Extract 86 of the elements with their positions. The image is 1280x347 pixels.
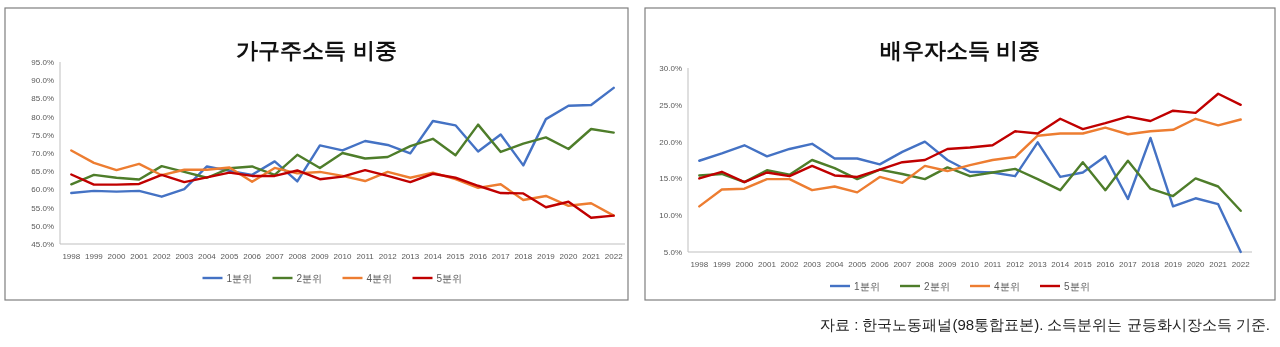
x-tick-label: 2015 [446,252,465,261]
line-series [70,86,615,198]
x-tick-label: 2014 [1051,260,1070,269]
y-tick-label: 45.0% [31,240,54,249]
legend-label: 5분위 [436,273,463,284]
x-tick-label: 2020 [559,252,578,261]
text: 자료 : 한국노동패널(98통합표본). 소득분위는 균등화시장소득 기준. [819,316,1270,333]
x-tick-label: 2017 [1119,260,1138,269]
chart-title: 배우자소득 비중 [879,38,1041,63]
x-tick-label: 2003 [175,252,194,261]
y-tick-label: 85.0% [31,94,54,104]
x-tick-label: 2018 [1141,260,1160,269]
y-tick-label: 90.0% [31,76,54,86]
x-tick-label: 2017 [491,252,511,261]
x-tick-label: 2013 [1028,260,1048,269]
x-tick-label: 2010 [961,260,980,269]
line-series [698,158,1242,212]
y-tick-label: 75.0% [31,130,54,140]
x-tick-label: 2016 [469,252,488,261]
x-tick-label: 2011 [983,260,1002,269]
x-tick-label: 2015 [1073,260,1093,269]
chart-title: 가구주소득 비중 [236,38,397,63]
y-tick-label: 10.0% [659,211,682,221]
line-series [70,149,615,217]
x-tick-label: 2018 [514,252,533,261]
y-tick-label: 30.0% [659,64,682,73]
x-tick-label: 2001 [758,260,777,269]
y-tick-label: 95.0% [31,58,54,67]
y-tick-label: 20.0% [659,137,682,147]
y-tick-label: 80.0% [31,112,54,122]
x-tick-label: 2013 [401,252,420,261]
x-tick-label: 2001 [130,252,149,261]
x-tick-label: 2011 [356,252,375,261]
legend-label: 2분위 [296,273,323,284]
x-tick-label: 1998 [62,252,81,261]
line-series [70,123,615,186]
x-tick-label: 2010 [333,252,352,261]
x-tick-label: 1999 [712,260,732,269]
line-series [698,117,1242,208]
x-tick-label: 2002 [780,260,799,269]
line-series [698,136,1242,254]
x-tick-label: 2006 [870,260,890,269]
x-tick-label: 2008 [915,260,935,269]
legend-label: 2분위 [924,281,950,292]
line-series [70,168,615,219]
x-tick-label: 2020 [1186,260,1206,269]
x-tick-label: 2004 [825,260,845,269]
x-tick-label: 2005 [848,260,867,269]
y-tick-label: 5.0% [663,248,682,257]
legend-label: 1분위 [226,273,253,284]
x-tick-label: 2019 [1164,260,1183,269]
y-tick-label: 50.0% [31,221,54,231]
legend-label: 4분위 [366,273,393,284]
x-tick-label: 2019 [537,252,556,261]
x-tick-label: 2022 [1231,260,1251,269]
x-tick-label: 2012 [378,252,398,261]
y-tick-label: 15.0% [659,174,682,184]
y-tick-label: 70.0% [31,149,54,158]
x-tick-label: 2022 [604,252,624,261]
x-tick-label: 1999 [85,252,104,261]
legend-label: 4분위 [994,281,1020,292]
x-tick-label: 2002 [152,252,172,261]
x-tick-label: 2021 [582,252,601,261]
x-tick-label: 1998 [690,260,709,269]
x-tick-label: 2004 [198,252,217,261]
x-tick-label: 2016 [1096,260,1115,269]
legend-label: 5분위 [1064,281,1090,292]
x-tick-label: 2012 [1006,260,1025,269]
x-tick-label: 2003 [803,260,822,269]
legend-label: 1분위 [854,281,880,292]
line-series [698,92,1242,184]
x-tick-label: 2007 [893,260,912,269]
x-tick-label: 2009 [311,252,330,261]
x-tick-label: 2006 [243,252,262,261]
x-tick-label: 2007 [265,252,285,261]
x-tick-label: 2021 [1209,260,1228,269]
y-tick-label: 55.0% [31,203,54,213]
x-tick-label: 2005 [220,252,239,261]
x-tick-label: 2008 [288,252,307,261]
y-tick-label: 25.0% [659,100,682,110]
x-tick-label: 2014 [424,252,443,261]
x-tick-label: 2009 [938,260,957,269]
x-tick-label: 2000 [107,252,126,261]
x-tick-label: 2000 [735,260,754,269]
y-tick-label: 60.0% [31,185,54,195]
y-tick-label: 65.0% [31,167,54,177]
